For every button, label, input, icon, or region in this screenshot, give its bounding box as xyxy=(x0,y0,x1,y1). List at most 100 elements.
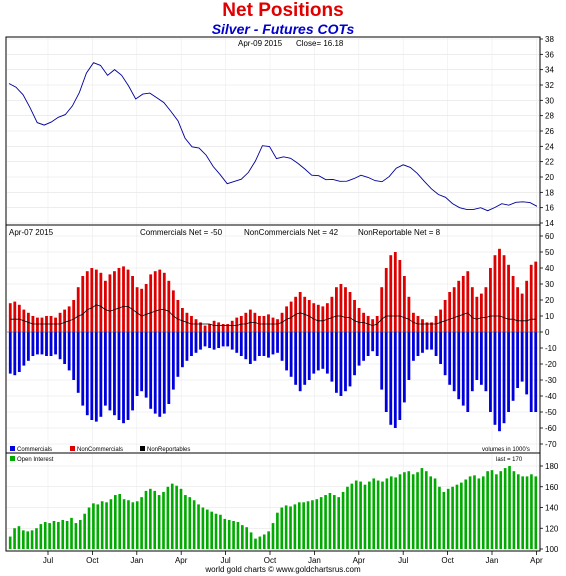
noncommercials-bar xyxy=(235,317,239,332)
open-interest-bar xyxy=(245,527,249,549)
commercials-bar xyxy=(316,332,320,371)
noncommercials-bar xyxy=(276,319,279,332)
legend-open-interest-label: Open Interest xyxy=(17,457,54,463)
noncommercials-bar xyxy=(461,276,465,332)
open-interest-bar xyxy=(26,531,30,549)
commercials-net-label: Commercials Net = -50 xyxy=(140,228,223,237)
open-interest-bar xyxy=(424,471,428,549)
commercials-bar xyxy=(339,332,343,396)
noncommercials-bar xyxy=(312,303,316,332)
open-interest-bar xyxy=(118,494,122,549)
open-interest-bar xyxy=(122,499,126,549)
x-tick-label: Jan xyxy=(486,556,499,565)
open-interest-bar xyxy=(359,481,362,549)
noncommercials-bar xyxy=(85,271,89,332)
noncommercials-bar xyxy=(421,319,424,332)
open-interest-bar xyxy=(333,495,336,549)
open-interest-bar xyxy=(297,502,301,549)
nonreportables-line xyxy=(10,304,536,327)
open-interest-bar xyxy=(376,480,380,549)
commercials-bar xyxy=(443,332,447,376)
open-interest-bar xyxy=(214,513,218,549)
commercials-bar xyxy=(22,332,26,366)
noncommercials-bar xyxy=(176,300,180,332)
x-tick-label: Apr xyxy=(175,556,188,565)
open-interest-bar xyxy=(324,495,327,549)
x-tick-label: Apr xyxy=(530,556,543,565)
commercials-bar xyxy=(502,332,506,424)
commercials-bar xyxy=(534,332,538,412)
open-interest-bar xyxy=(144,490,148,549)
commercials-bar xyxy=(171,332,175,390)
open-interest-bar xyxy=(258,536,262,549)
noncommercials-bar xyxy=(325,303,329,332)
commercials-bar xyxy=(199,332,202,350)
commercials-bar xyxy=(357,332,361,366)
noncommercials-bar xyxy=(135,287,139,332)
commercials-bar xyxy=(135,332,139,396)
x-tick-label: Oct xyxy=(441,556,454,565)
commercials-bar xyxy=(108,332,112,411)
oi-tick-label: 100 xyxy=(545,545,559,554)
open-interest-bar xyxy=(534,476,538,550)
commercials-bar xyxy=(321,332,325,369)
price-tick-label: 30 xyxy=(545,96,554,105)
commercials-bar xyxy=(181,332,184,368)
price-tick-label: 32 xyxy=(545,81,554,90)
legend-nonreportables-swatch xyxy=(140,446,145,451)
commercials-bar xyxy=(398,332,402,420)
open-interest-bar xyxy=(70,517,73,550)
commercials-bar xyxy=(63,332,67,364)
open-interest-bar xyxy=(65,520,69,549)
open-interest-bar xyxy=(280,507,284,549)
commercials-bar xyxy=(325,332,329,374)
noncommercials-bar xyxy=(167,280,171,332)
open-interest-bar xyxy=(481,476,485,550)
price-tick-label: 34 xyxy=(545,66,554,75)
open-interest-bar xyxy=(433,478,437,549)
noncommercials-bar xyxy=(103,280,107,332)
noncommercials-bar xyxy=(36,317,39,332)
commercials-bar xyxy=(430,332,433,350)
noncommercials-bar xyxy=(199,322,202,332)
noncommercials-bar xyxy=(511,276,515,332)
noncommercials-bar xyxy=(144,284,148,332)
open-interest-bar xyxy=(503,468,507,549)
open-interest-bar xyxy=(271,523,275,549)
noncommercials-bar xyxy=(502,255,506,332)
commercials-bar xyxy=(416,332,420,356)
commercials-bar xyxy=(466,332,470,412)
commercials-bar xyxy=(507,332,510,412)
price-tick-label: 16 xyxy=(545,204,554,213)
commercials-bar xyxy=(353,332,356,376)
noncommercials-bar xyxy=(335,287,338,332)
commercials-bar xyxy=(303,332,307,385)
open-interest-bar xyxy=(162,491,165,549)
commercials-bar xyxy=(194,332,198,353)
legend-nonreportables-label: NonReportables xyxy=(147,447,190,453)
commercials-bar xyxy=(489,332,492,412)
x-tick-label: Jul xyxy=(43,556,53,565)
open-interest-bar xyxy=(389,476,393,550)
open-interest-bar xyxy=(78,519,82,549)
open-interest-bar xyxy=(17,526,21,549)
noncommercials-bar xyxy=(402,276,406,332)
commercials-bar xyxy=(498,332,501,432)
x-tick-label: Apr xyxy=(353,556,366,565)
commercials-bar xyxy=(520,332,524,382)
noncommercials-bar xyxy=(516,287,520,332)
noncommercials-bar xyxy=(525,280,529,332)
chart-subtitle: Silver - Futures COTs xyxy=(211,21,355,37)
open-interest-bar xyxy=(170,483,174,549)
noncommercials-bar xyxy=(466,271,470,332)
commercials-bar xyxy=(475,332,479,380)
open-interest-bar xyxy=(381,481,384,549)
x-tick-label: Jul xyxy=(220,556,230,565)
noncommercials-bar xyxy=(389,255,393,332)
open-interest-bar xyxy=(407,471,411,549)
credit-label: world gold charts © www.goldchartsrus.co… xyxy=(204,565,361,574)
commercials-bar xyxy=(40,332,44,355)
commercials-bar xyxy=(17,332,21,372)
noncommercials-bar xyxy=(40,317,44,332)
noncommercials-bar xyxy=(126,269,130,332)
